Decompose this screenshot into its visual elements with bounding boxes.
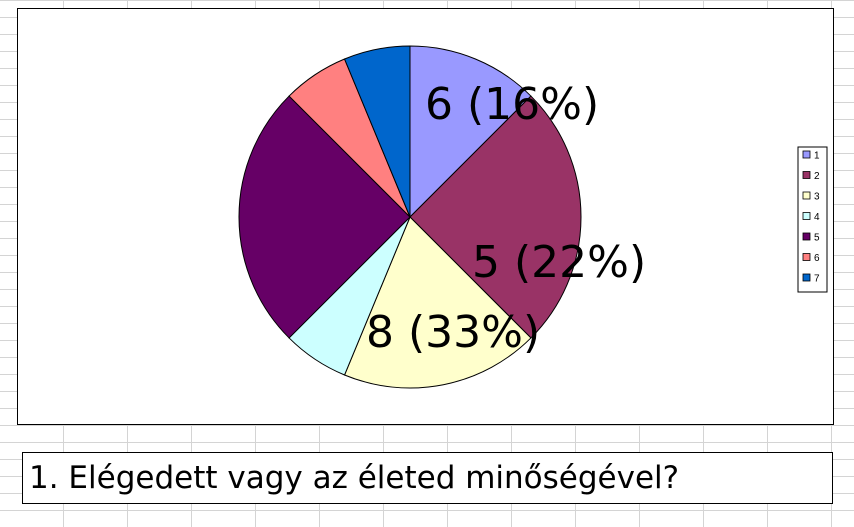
pie-chart: 6 (16%) 5 (22%) 8 (33%) 1 2 3 4 5 6 7 [238, 45, 828, 389]
legend-swatch-5 [802, 232, 811, 241]
legend-swatch-6 [802, 253, 811, 261]
legend-label-7: 7 [814, 274, 820, 285]
data-label-6-16: 6 (16%) [425, 79, 599, 130]
legend-swatch-1 [802, 150, 811, 159]
pie-slice-3 [343, 216, 532, 389]
pie-slice-2 [409, 95, 582, 339]
question-box: 1. Elégedett vagy az életed minőségével? [22, 452, 833, 504]
legend-label-2: 2 [814, 171, 820, 182]
legend-swatch-7 [802, 273, 811, 282]
question-text: 1. Elégedett vagy az életed minőségével? [29, 460, 680, 496]
pie-slice-1 [409, 45, 532, 219]
legend-frame [797, 146, 828, 293]
legend-label-4: 4 [814, 212, 820, 223]
legend-swatch-3 [802, 191, 811, 200]
legend-swatch-4 [802, 212, 811, 220]
pie-slices [238, 45, 582, 389]
data-labels: 6 (16%) 5 (22%) 8 (33%) [366, 79, 646, 358]
pie-slice-5 [238, 95, 411, 339]
legend-swatch-2 [802, 171, 811, 179]
legend: 1 2 3 4 5 6 7 [797, 146, 828, 293]
pie-slice-7 [343, 45, 411, 218]
legend-label-6: 6 [814, 253, 820, 264]
data-label-5-22: 5 (22%) [472, 237, 646, 288]
data-label-8-33: 8 (33%) [366, 307, 540, 358]
legend-label-1: 1 [814, 151, 820, 162]
chart-area: 6 (16%) 5 (22%) 8 (33%) 1 2 3 4 5 6 7 [17, 8, 834, 425]
legend-label-3: 3 [814, 192, 820, 203]
legend-label-5: 5 [814, 233, 820, 244]
